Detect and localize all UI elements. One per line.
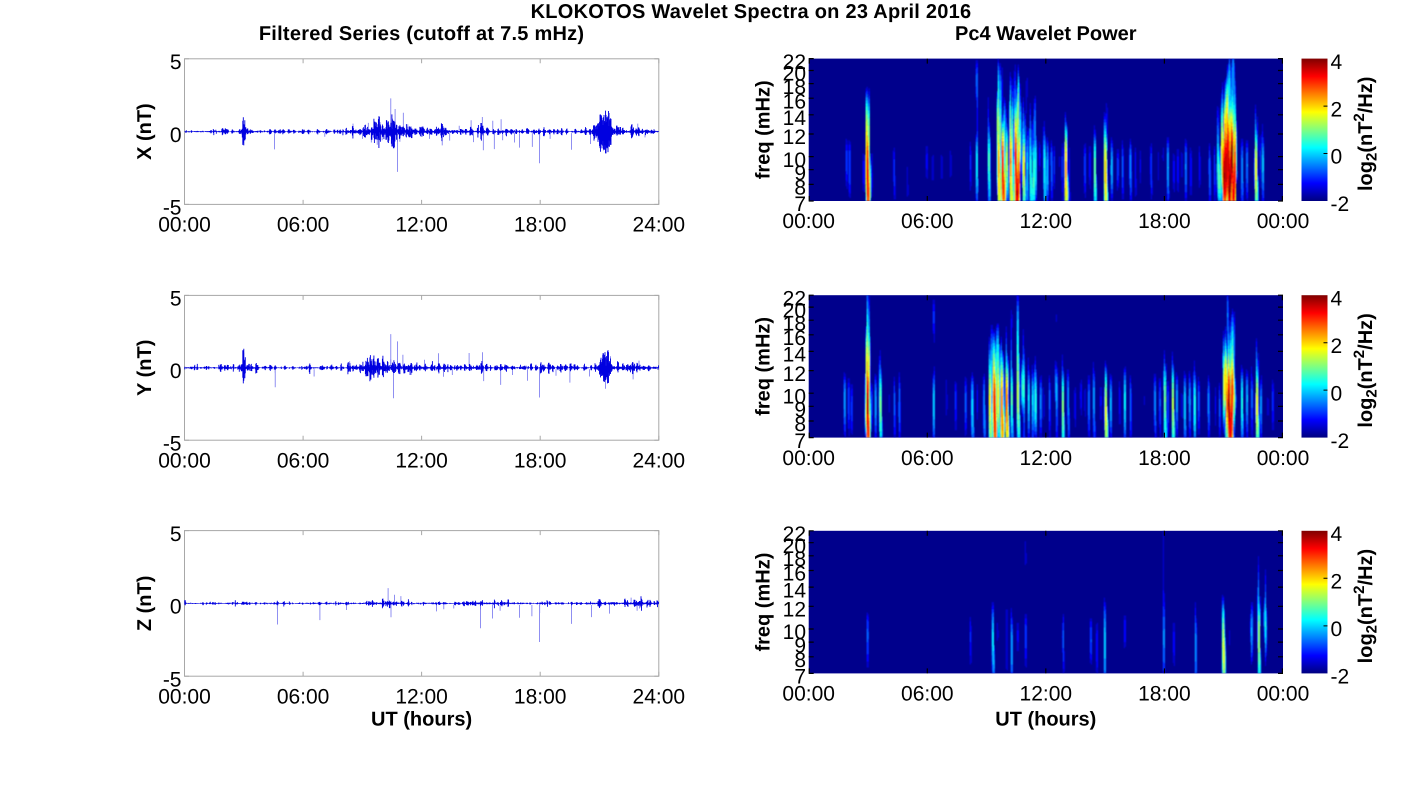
svg-text:5: 5 — [170, 288, 182, 311]
svg-text:0: 0 — [1331, 146, 1343, 169]
svg-text:10: 10 — [783, 621, 806, 644]
svg-text:18: 18 — [783, 548, 806, 571]
svg-text:06:00: 06:00 — [277, 449, 330, 472]
svg-text:Y (nT): Y (nT) — [134, 340, 156, 396]
svg-text:freq (mHz): freq (mHz) — [753, 80, 775, 179]
svg-text:00:00: 00:00 — [782, 683, 835, 706]
svg-text:06:00: 06:00 — [277, 214, 330, 237]
svg-text:24:00: 24:00 — [633, 685, 686, 708]
svg-text:UT (hours): UT (hours) — [371, 709, 472, 731]
svg-text:7: 7 — [794, 666, 806, 689]
svg-text:20: 20 — [783, 63, 806, 86]
svg-text:18:00: 18:00 — [514, 685, 567, 708]
svg-text:00:00: 00:00 — [158, 685, 211, 708]
svg-text:06:00: 06:00 — [901, 683, 954, 706]
svg-text:9: 9 — [794, 162, 806, 185]
svg-text:0: 0 — [170, 360, 182, 383]
svg-text:0: 0 — [1331, 382, 1343, 405]
svg-text:22: 22 — [783, 523, 806, 546]
svg-text:12: 12 — [783, 363, 806, 386]
svg-text:12:00: 12:00 — [1020, 210, 1073, 233]
svg-text:-2: -2 — [1331, 193, 1350, 216]
svg-text:2: 2 — [1331, 335, 1343, 358]
svg-text:00:00: 00:00 — [1257, 683, 1310, 706]
svg-text:0: 0 — [170, 124, 182, 147]
svg-text:4: 4 — [1331, 51, 1343, 74]
svg-text:X (nT): X (nT) — [134, 103, 156, 160]
svg-text:18:00: 18:00 — [514, 449, 567, 472]
svg-text:12:00: 12:00 — [395, 214, 448, 237]
svg-text:00:00: 00:00 — [1257, 447, 1310, 470]
svg-text:00:00: 00:00 — [782, 447, 835, 470]
svg-text:UT (hours): UT (hours) — [995, 709, 1096, 731]
svg-text:00:00: 00:00 — [158, 214, 211, 237]
svg-text:log2(nT2/Hz): log2(nT2/Hz) — [1351, 77, 1381, 191]
svg-text:14: 14 — [783, 107, 807, 130]
svg-text:-2: -2 — [1331, 430, 1350, 453]
svg-text:24:00: 24:00 — [633, 449, 686, 472]
svg-text:20: 20 — [783, 299, 806, 322]
svg-text:4: 4 — [1331, 287, 1343, 310]
svg-text:-5: -5 — [163, 197, 182, 220]
svg-text:0: 0 — [1331, 618, 1343, 641]
svg-text:16: 16 — [783, 90, 806, 113]
svg-text:Filtered Series (cutoff at 7.5: Filtered Series (cutoff at 7.5 mHz) — [259, 23, 585, 45]
svg-text:12:00: 12:00 — [1020, 447, 1073, 470]
svg-text:18: 18 — [783, 76, 806, 99]
svg-text:-2: -2 — [1331, 666, 1350, 689]
svg-text:0: 0 — [170, 596, 182, 619]
svg-text:8: 8 — [794, 413, 806, 436]
svg-text:24:00: 24:00 — [633, 214, 686, 237]
svg-text:06:00: 06:00 — [901, 210, 954, 233]
svg-text:Pc4 Wavelet Power: Pc4 Wavelet Power — [955, 23, 1137, 45]
svg-text:14: 14 — [783, 579, 807, 602]
svg-text:16: 16 — [783, 327, 806, 350]
svg-text:20: 20 — [783, 535, 806, 558]
svg-text:9: 9 — [794, 399, 806, 422]
svg-text:7: 7 — [794, 430, 806, 453]
svg-text:06:00: 06:00 — [277, 685, 330, 708]
svg-text:freq (mHz): freq (mHz) — [753, 317, 775, 416]
svg-text:10: 10 — [783, 385, 806, 408]
svg-text:18:00: 18:00 — [1138, 210, 1191, 233]
svg-text:8: 8 — [794, 177, 806, 200]
svg-text:16: 16 — [783, 563, 806, 586]
svg-text:freq (mHz): freq (mHz) — [753, 553, 775, 652]
svg-text:00:00: 00:00 — [158, 449, 211, 472]
svg-text:7: 7 — [794, 193, 806, 216]
svg-text:12:00: 12:00 — [1020, 683, 1073, 706]
svg-text:00:00: 00:00 — [1257, 210, 1310, 233]
svg-text:06:00: 06:00 — [901, 447, 954, 470]
svg-text:8: 8 — [794, 649, 806, 672]
svg-text:-5: -5 — [163, 668, 182, 691]
svg-text:14: 14 — [783, 344, 807, 367]
svg-text:12: 12 — [783, 599, 806, 622]
svg-text:log2(nT2/Hz): log2(nT2/Hz) — [1351, 313, 1381, 427]
svg-text:18:00: 18:00 — [1138, 683, 1191, 706]
svg-text:10: 10 — [783, 149, 806, 172]
svg-text:22: 22 — [783, 287, 806, 310]
svg-text:9: 9 — [794, 634, 806, 657]
svg-text:2: 2 — [1331, 98, 1343, 121]
svg-text:Z (nT): Z (nT) — [134, 576, 156, 632]
svg-text:log2(nT2/Hz): log2(nT2/Hz) — [1351, 549, 1381, 663]
svg-text:18:00: 18:00 — [514, 214, 567, 237]
svg-text:00:00: 00:00 — [782, 210, 835, 233]
svg-text:-5: -5 — [163, 432, 182, 455]
svg-text:12:00: 12:00 — [395, 685, 448, 708]
svg-text:18:00: 18:00 — [1138, 447, 1191, 470]
svg-text:22: 22 — [783, 51, 806, 74]
svg-text:5: 5 — [170, 51, 182, 74]
svg-text:12: 12 — [783, 126, 806, 149]
svg-text:4: 4 — [1331, 523, 1343, 546]
svg-text:KLOKOTOS Wavelet Spectra on 23: KLOKOTOS Wavelet Spectra on 23 April 201… — [531, 1, 972, 23]
svg-text:12:00: 12:00 — [395, 449, 448, 472]
svg-text:18: 18 — [783, 312, 806, 335]
svg-text:2: 2 — [1331, 571, 1343, 594]
svg-text:5: 5 — [170, 523, 182, 546]
